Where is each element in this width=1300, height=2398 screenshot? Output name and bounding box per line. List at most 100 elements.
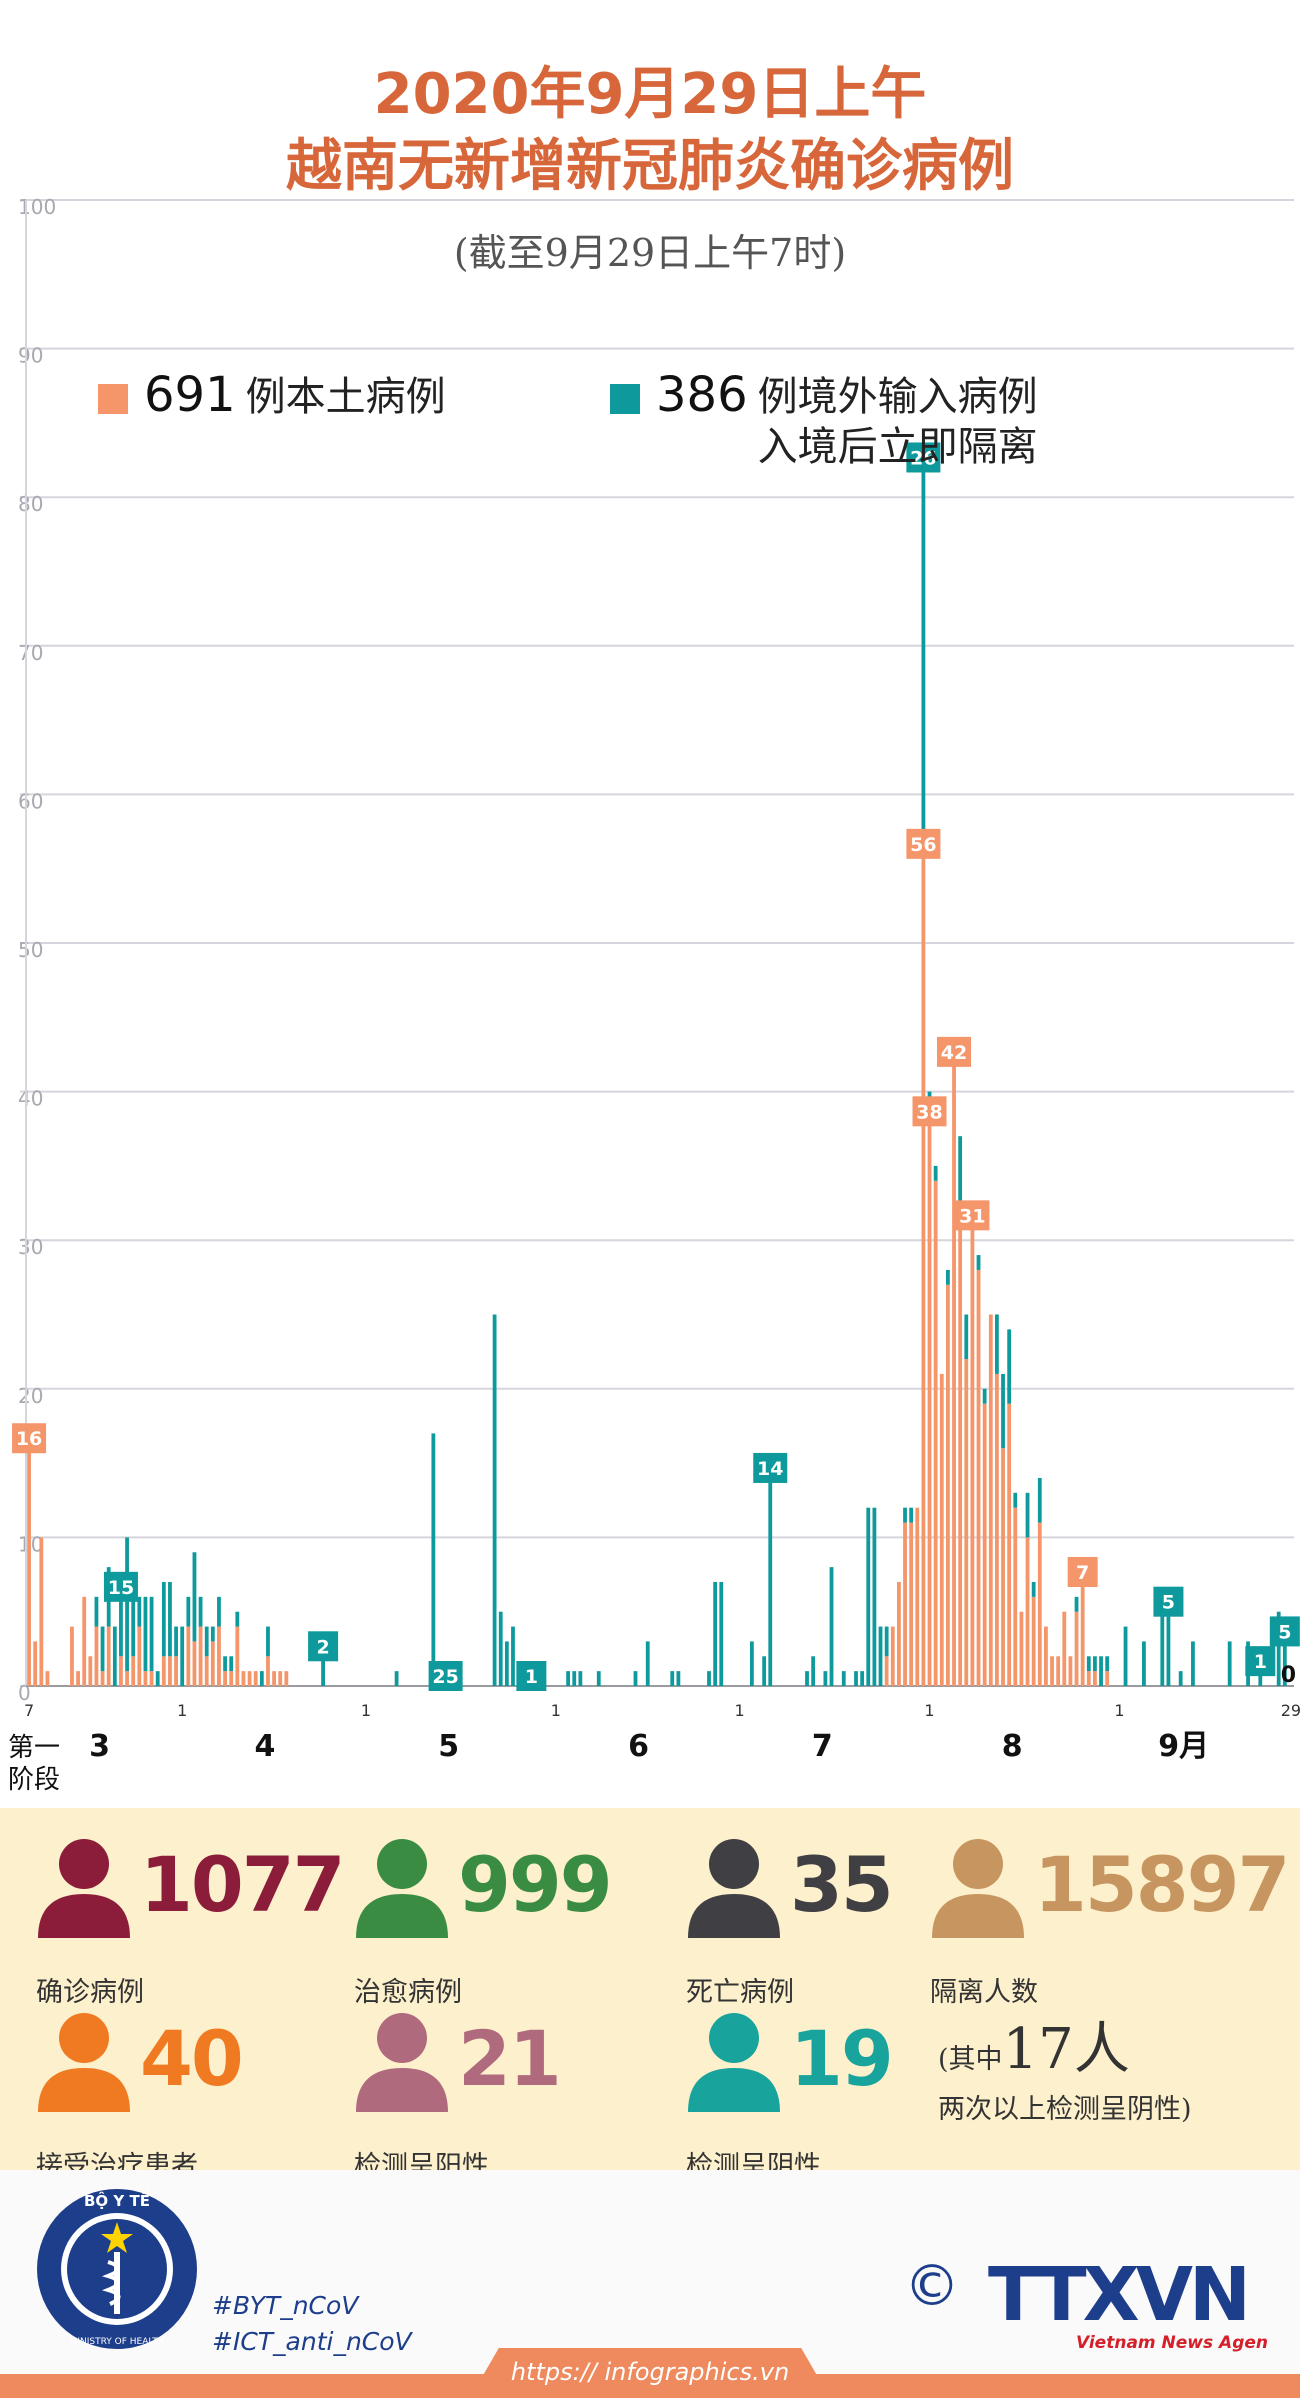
bar-imported bbox=[964, 1314, 969, 1360]
bar-imported bbox=[1178, 1671, 1183, 1686]
bar-local bbox=[100, 1671, 105, 1686]
value-badge-imported bbox=[1245, 1646, 1276, 1677]
legend-imported-label: 例境外输入病例 bbox=[757, 374, 1038, 420]
bar-local bbox=[278, 1671, 283, 1686]
bar-local bbox=[884, 1656, 889, 1686]
bar-local bbox=[1007, 1403, 1012, 1686]
bar-local bbox=[131, 1656, 136, 1686]
value-badge-local bbox=[912, 1096, 947, 1127]
bar-imported bbox=[394, 1671, 399, 1686]
bar-imported bbox=[192, 1552, 197, 1642]
phase-label: 第一 bbox=[8, 1733, 60, 1763]
bar-imported bbox=[137, 1596, 142, 1627]
bar-imported bbox=[596, 1671, 601, 1686]
bar-imported bbox=[841, 1671, 846, 1686]
month-label: 5 bbox=[438, 1729, 459, 1764]
bar-imported bbox=[578, 1671, 583, 1686]
bar-imported bbox=[168, 1581, 172, 1657]
stat-value: 35 bbox=[790, 1840, 894, 1929]
bar-imported bbox=[131, 1596, 136, 1657]
bar-local bbox=[168, 1656, 172, 1686]
value-badge-label: 2 bbox=[316, 1636, 329, 1658]
value-badge-label: 42 bbox=[941, 1042, 967, 1064]
bar-imported bbox=[995, 1314, 999, 1374]
value-badge-label: 31 bbox=[959, 1205, 985, 1227]
bar-imported bbox=[174, 1626, 178, 1657]
person-icon bbox=[356, 2013, 448, 2112]
bar-imported bbox=[1142, 1641, 1146, 1686]
bar-local bbox=[247, 1671, 252, 1686]
stat-value: 19 bbox=[790, 2014, 894, 2103]
legend-imported: 386 例境外输入病例 入境后立即隔离 bbox=[610, 362, 1038, 472]
bar-imported bbox=[94, 1596, 99, 1627]
bar-imported bbox=[958, 1136, 963, 1211]
month-label: 9月 bbox=[1158, 1729, 1209, 1764]
legend-imported-sublabel: 入境后立即隔离 bbox=[757, 424, 1038, 470]
bar-imported bbox=[1086, 1656, 1091, 1672]
website-link[interactable]: https:// infographics.vn bbox=[470, 2348, 830, 2398]
y-tick-label: 30 bbox=[18, 1235, 43, 1259]
x-day-label: 29 bbox=[1281, 1701, 1300, 1720]
bar-local bbox=[1037, 1522, 1042, 1686]
x-day-label: 1 bbox=[735, 1701, 745, 1720]
legend-local-count: 691 bbox=[144, 367, 236, 423]
person-icon bbox=[356, 1839, 448, 1938]
note-line2: 两次以上检测呈阴性) bbox=[938, 2094, 1192, 2125]
month-label: 7 bbox=[812, 1729, 833, 1764]
bar-imported bbox=[119, 1596, 123, 1657]
stat-label: 确诊病例 bbox=[36, 1977, 144, 2008]
stat-value: 1077 bbox=[140, 1840, 346, 1929]
ttxvn-wordmark: TTXVN bbox=[988, 2252, 1247, 2338]
person-icon bbox=[688, 1839, 780, 1938]
bar-imported bbox=[1160, 1611, 1165, 1686]
bar-local bbox=[198, 1626, 203, 1686]
x-day-label: 1 bbox=[551, 1701, 561, 1720]
value-badge-local bbox=[12, 1423, 47, 1454]
bar-local bbox=[1086, 1671, 1091, 1686]
bar-imported bbox=[155, 1671, 160, 1686]
y-tick-label: 90 bbox=[18, 344, 43, 368]
value-badge-local bbox=[906, 828, 941, 859]
stat-label: 治愈病例 bbox=[354, 1977, 462, 2008]
bar-imported bbox=[829, 1567, 834, 1686]
bar-local bbox=[1001, 1448, 1005, 1686]
bar-imported bbox=[266, 1626, 270, 1657]
bar-imported bbox=[1123, 1626, 1128, 1686]
page-title: 2020年9月29日上午 bbox=[373, 62, 927, 127]
bar-imported bbox=[431, 1433, 436, 1686]
bar-local bbox=[1105, 1671, 1110, 1686]
person-icon bbox=[932, 1839, 1024, 1938]
bar-imported bbox=[1007, 1329, 1012, 1404]
legend-local: 691 例本土病例 bbox=[98, 362, 446, 428]
bar-imported bbox=[1191, 1641, 1195, 1686]
bar-local bbox=[229, 1671, 234, 1686]
x-day-label: 1 bbox=[177, 1701, 187, 1720]
bar-imported bbox=[1093, 1656, 1097, 1672]
bar-imported bbox=[805, 1671, 809, 1686]
stat-value: 21 bbox=[458, 2014, 562, 2103]
bar-imported bbox=[909, 1507, 914, 1523]
bar-local bbox=[253, 1671, 258, 1686]
value-badge-label: 14 bbox=[757, 1458, 783, 1480]
bar-local bbox=[970, 1225, 975, 1686]
legend-imported-count: 386 bbox=[656, 367, 748, 423]
value-badge-local bbox=[1067, 1556, 1098, 1587]
value-badge-label: 16 bbox=[16, 1428, 42, 1450]
bar-local bbox=[933, 1180, 938, 1686]
bar-local bbox=[223, 1671, 227, 1686]
bar-imported bbox=[872, 1507, 877, 1686]
y-tick-label: 20 bbox=[18, 1384, 43, 1408]
bar-local bbox=[1025, 1537, 1030, 1686]
person-icon bbox=[688, 2013, 780, 2112]
bar-imported bbox=[1074, 1596, 1079, 1612]
bar-local bbox=[161, 1656, 166, 1686]
bar-imported bbox=[762, 1656, 767, 1686]
bar-imported bbox=[180, 1626, 185, 1686]
bar-local bbox=[272, 1671, 276, 1686]
bar-imported bbox=[1001, 1373, 1005, 1449]
bar-local bbox=[1056, 1656, 1061, 1686]
bar-imported bbox=[1166, 1611, 1171, 1686]
bar-imported bbox=[1282, 1641, 1287, 1686]
bar-imported bbox=[946, 1269, 950, 1285]
bar-local bbox=[1019, 1611, 1024, 1686]
